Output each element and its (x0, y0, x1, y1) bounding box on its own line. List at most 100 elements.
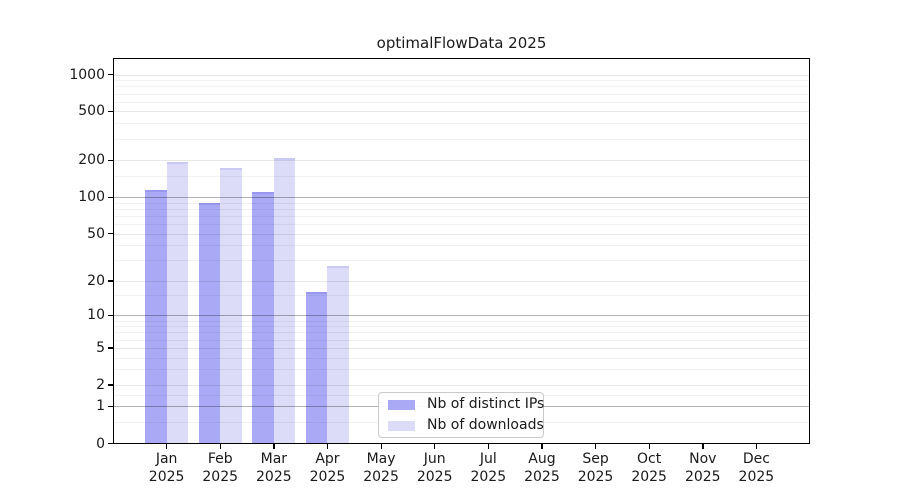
x-tick-label-line: Aug (528, 451, 556, 467)
minor-gridline (114, 86, 809, 88)
legend-item-downloads: Nb of downloads (388, 417, 544, 434)
major-gridline (114, 233, 809, 235)
minor-gridline (114, 202, 809, 204)
y-tick-mark (107, 405, 113, 408)
x-tick-label-line: 2025 (309, 468, 346, 485)
minor-gridline (114, 369, 809, 371)
x-tick-label-line: Oct (637, 451, 662, 467)
x-tick-label-line: Dec (742, 451, 770, 467)
y-tick-mark (107, 384, 113, 386)
x-tick-mark (702, 444, 704, 449)
x-tick-label-jul: Jul 2025 (456, 451, 520, 486)
x-tick-label-line: 2025 (256, 468, 292, 485)
x-tick-label-nov: Nov 2025 (671, 451, 735, 486)
minor-gridline (114, 93, 809, 95)
bar-downloads-mar (273, 157, 296, 443)
decade-gridline (114, 315, 809, 317)
x-tick-mark (219, 444, 222, 449)
bar-distinct-ips-mar (252, 192, 274, 443)
legend-label: Nb of distinct IPs (427, 396, 545, 412)
minor-gridline (114, 295, 809, 297)
legend-item-distinct-ips: Nb of distinct IPs (388, 396, 544, 413)
y-tick-label: 2 (96, 376, 105, 393)
x-tick-mark (434, 444, 436, 449)
legend: Nb of distinct IPs Nb of downloads (378, 392, 544, 438)
x-tick-mark (755, 444, 758, 449)
y-tick-mark (107, 347, 113, 349)
y-tick-mark (107, 443, 113, 445)
x-tick-label-line: 2025 (684, 468, 721, 485)
x-tick-label-sep: Sep 2025 (564, 451, 628, 486)
minor-gridline (114, 175, 809, 177)
minor-gridline (114, 320, 809, 322)
bar-downloads-jan (166, 161, 189, 443)
x-tick-label-line: 2025 (363, 468, 399, 485)
minor-gridline (114, 357, 809, 359)
y-tick-mark (107, 314, 113, 317)
minor-gridline (114, 208, 809, 210)
x-tick-mark (326, 444, 329, 449)
y-tick-label: 100 (78, 189, 105, 205)
x-tick-label-aug: Aug 2025 (510, 451, 574, 486)
chart-title: optimalFlowData 2025 (376, 34, 547, 52)
x-tick-label-line: 2025 (202, 468, 239, 485)
x-tick-label-line: 2025 (738, 468, 775, 485)
x-tick-mark (487, 444, 490, 449)
y-tick-label: 500 (78, 103, 105, 120)
minor-gridline (114, 80, 809, 82)
y-tick-label: 1000 (69, 66, 105, 83)
x-tick-label-jun: Jun 2025 (403, 451, 467, 486)
x-tick-mark (541, 444, 543, 449)
x-tick-label-line: 2025 (470, 468, 507, 485)
x-tick-label-mar: Mar 2025 (242, 451, 306, 486)
legend-label: Nb of downloads (427, 417, 544, 433)
y-tick-mark (107, 159, 113, 162)
x-tick-mark (648, 444, 650, 449)
x-tick-label-line: 2025 (577, 468, 614, 485)
minor-gridline (114, 326, 809, 328)
bar-distinct-ips-apr (305, 292, 328, 443)
x-tick-mark (595, 444, 597, 449)
y-tick-label: 50 (87, 225, 105, 242)
major-gridline (114, 160, 809, 162)
minor-gridline (114, 101, 809, 103)
x-tick-label-oct: Oct 2025 (617, 451, 681, 486)
x-tick-label-apr: Apr 2025 (295, 451, 359, 486)
y-tick-label: 0 (96, 435, 105, 452)
y-tick-mark (107, 110, 113, 113)
y-tick-label: 10 (87, 307, 105, 324)
x-tick-label-dec: Dec 2025 (724, 451, 788, 486)
y-tick-mark (107, 196, 113, 198)
bar-downloads-apr (327, 265, 349, 443)
x-tick-mark (166, 444, 168, 449)
x-tick-mark (273, 444, 275, 449)
x-tick-label-line: Sep (582, 451, 609, 467)
decade-gridline (114, 197, 809, 198)
x-tick-mark (380, 444, 382, 449)
legend-swatch-downloads-icon (388, 420, 415, 431)
y-tick-label: 1 (96, 398, 105, 415)
x-tick-label-line: 2025 (524, 468, 560, 485)
major-gridline (114, 111, 809, 113)
minor-gridline (114, 123, 809, 125)
minor-gridline (114, 332, 809, 334)
legend-swatch-distinct-ips-icon (388, 399, 415, 410)
x-tick-label-line: Mar (260, 451, 288, 467)
minor-gridline (114, 138, 809, 140)
x-tick-label-line: Apr (315, 451, 340, 467)
x-tick-label-jan: Jan 2025 (135, 451, 199, 486)
major-gridline (114, 280, 809, 282)
major-gridline (114, 74, 809, 76)
y-tick-mark (107, 233, 113, 235)
minor-gridline (114, 245, 809, 247)
minor-gridline (114, 215, 809, 217)
major-gridline (114, 347, 809, 349)
minor-gridline (114, 223, 809, 225)
x-tick-label-line: Jul (479, 451, 497, 467)
x-tick-label-line: Nov (689, 451, 717, 467)
y-tick-mark (107, 74, 113, 76)
x-tick-label-line: Feb (207, 451, 233, 467)
y-tick-label: 5 (96, 339, 105, 356)
x-tick-label-line: 2025 (631, 468, 667, 485)
